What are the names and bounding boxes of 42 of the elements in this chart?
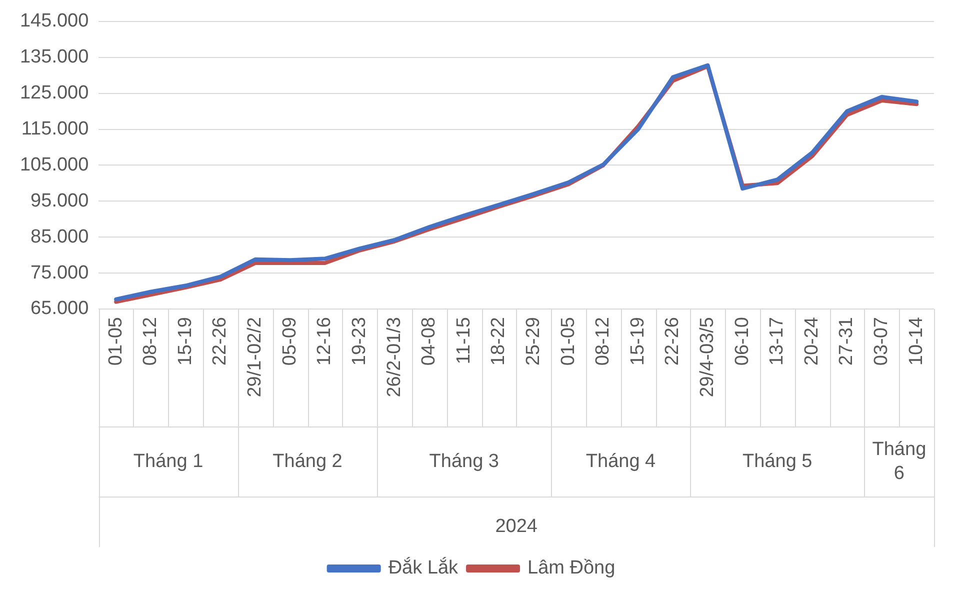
- y-tick-label: 145.000: [20, 10, 89, 32]
- x-tick-label: 22-26: [210, 317, 231, 366]
- y-tick-label: 95.000: [30, 190, 89, 212]
- text: Tháng 5: [742, 451, 812, 472]
- text: Tháng 2: [272, 451, 342, 472]
- x-tick-label: 08-12: [592, 317, 614, 366]
- x-tick-label: 03-07: [871, 317, 892, 366]
- text: Tháng 3: [429, 451, 499, 472]
- text: Tháng 1: [133, 451, 204, 472]
- x-tick-label: 25-29: [522, 317, 544, 366]
- x-tick-label: 11-15: [453, 317, 474, 364]
- x-tick-label: 29/4-03/5: [697, 317, 718, 398]
- y-tick-label: 105.000: [20, 154, 89, 176]
- text: 2024: [495, 516, 538, 538]
- x-tick-label: 20-24: [801, 316, 822, 366]
- legend-label: Lâm Đồng: [528, 558, 616, 579]
- x-tick-label: 01-05: [558, 317, 579, 366]
- text: Tháng 6: [872, 439, 926, 484]
- x-tick-label: 26/2-01/3: [384, 317, 405, 398]
- x-tick-label: 01-05: [105, 317, 126, 366]
- y-tick-label: 115.000: [21, 118, 89, 140]
- x-tick-label: 04-08: [418, 317, 440, 366]
- legend-label: Đắk Lắk: [388, 556, 459, 579]
- x-tick-label: 13-17: [766, 317, 788, 366]
- y-tick-label: 85.000: [30, 226, 89, 248]
- x-tick-label: 05-09: [279, 317, 300, 366]
- x-tick-label: 06-10: [732, 317, 753, 366]
- x-tick-label: 19-23: [348, 317, 370, 366]
- x-tick-label: 27-31: [836, 317, 858, 366]
- x-tick-label: 10-14: [906, 316, 927, 366]
- x-tick-label: 15-19: [174, 317, 196, 366]
- x-tick-label: 22-26: [662, 317, 684, 366]
- x-tick-label: 08-12: [140, 317, 162, 366]
- y-tick-label: 75.000: [30, 262, 89, 284]
- x-tick-label: 29/1-02/2: [244, 317, 266, 398]
- y-tick-label: 125.000: [20, 82, 89, 104]
- y-tick-label: 65.000: [30, 298, 89, 320]
- x-tick-label: 18-22: [488, 317, 510, 366]
- x-tick-label: 12-16: [314, 317, 336, 366]
- y-tick-label: 135.000: [20, 46, 89, 68]
- x-tick-label: 15-19: [627, 317, 648, 366]
- text: Tháng 4: [586, 451, 656, 472]
